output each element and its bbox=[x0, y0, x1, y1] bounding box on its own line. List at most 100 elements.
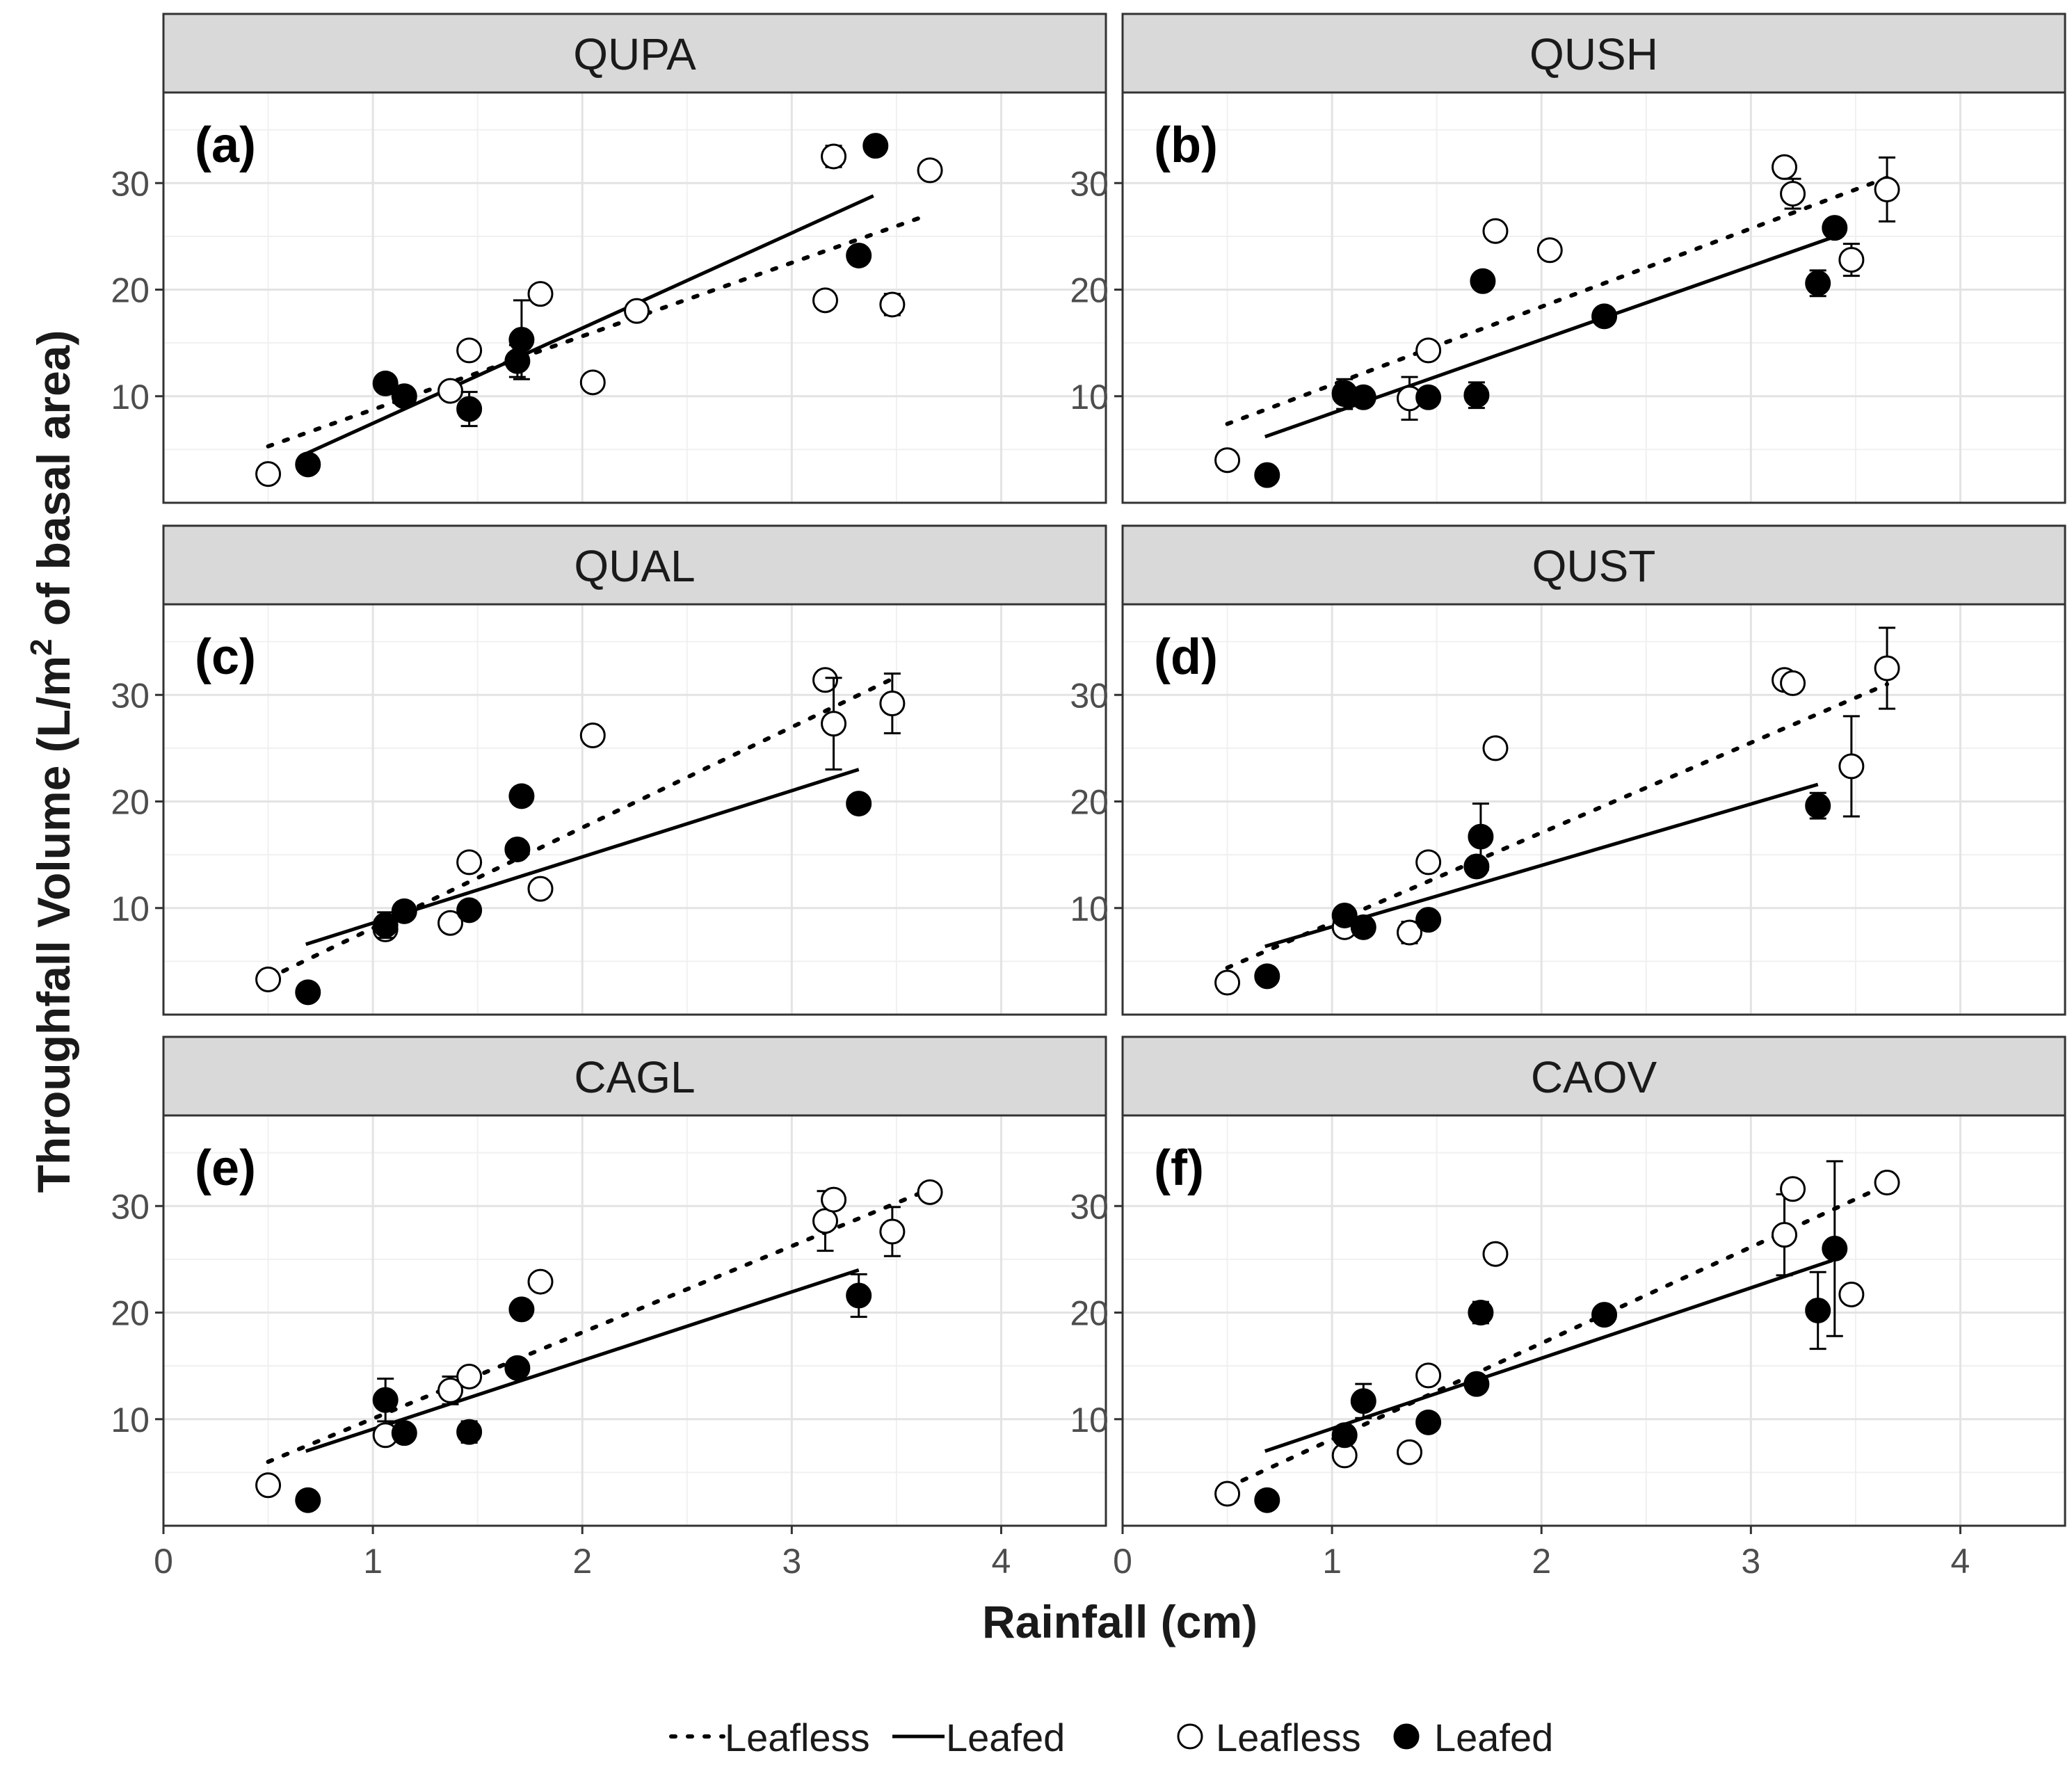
panel-strip bbox=[1121, 1035, 2066, 1117]
point-leafless bbox=[1536, 237, 1563, 264]
y-tick-label: 10 bbox=[111, 1401, 150, 1440]
point-leafless bbox=[255, 966, 282, 992]
panel-border bbox=[1121, 1114, 2066, 1527]
point-leafless bbox=[1482, 218, 1509, 244]
panel-border bbox=[1121, 603, 2066, 1016]
point-leafed bbox=[1463, 1371, 1490, 1397]
point-leafless bbox=[1772, 1222, 1798, 1248]
y-tick-label: 10 bbox=[1070, 1401, 1109, 1440]
panel-border bbox=[1121, 91, 2066, 504]
y-tick-label: 30 bbox=[1070, 164, 1109, 203]
panel-strip-title: QUST bbox=[1532, 541, 1656, 591]
point-leafless bbox=[821, 711, 847, 737]
fit-line-leafless bbox=[266, 213, 931, 449]
panel-plot-area bbox=[163, 1115, 1106, 1526]
y-tick-label: 20 bbox=[111, 783, 150, 822]
point-leafless bbox=[1780, 1176, 1806, 1202]
point-leafless bbox=[1397, 919, 1423, 946]
point-leafed bbox=[1350, 1388, 1376, 1414]
point-leafless bbox=[1214, 447, 1241, 474]
point-leafed bbox=[504, 1355, 531, 1381]
point-leafed bbox=[1415, 1409, 1442, 1435]
point-leafless bbox=[821, 143, 847, 170]
y-tick-label: 20 bbox=[1070, 783, 1109, 822]
point-leafed bbox=[391, 383, 417, 410]
legend: Leafless Leafed Leafless Leafed bbox=[669, 1716, 1553, 1759]
point-leafed bbox=[1254, 462, 1280, 488]
point-leafless bbox=[456, 337, 483, 364]
point-leafed bbox=[846, 791, 872, 817]
point-leafed bbox=[508, 1296, 535, 1323]
point-leafless bbox=[917, 1179, 943, 1205]
point-leafed bbox=[1415, 907, 1442, 933]
point-leafless bbox=[527, 1268, 554, 1295]
point-leafed bbox=[372, 912, 399, 938]
y-tick-label: 20 bbox=[111, 1294, 150, 1333]
point-leafed bbox=[1468, 1300, 1494, 1326]
point-leafless bbox=[879, 1218, 906, 1245]
point-leafed bbox=[295, 1487, 321, 1513]
point-leafless bbox=[456, 1363, 483, 1389]
panel-border bbox=[162, 603, 1107, 1016]
point-leafless bbox=[1874, 655, 1900, 682]
point-leafed bbox=[1468, 823, 1494, 850]
point-leafless bbox=[1838, 1281, 1865, 1307]
panel-plot-area bbox=[163, 604, 1106, 1015]
panel-cagl: CAGL 10 20 30 0 1 2 3 4 (e) bbox=[111, 1035, 1107, 1581]
y-tick-label: 30 bbox=[1070, 1187, 1109, 1226]
y-tick-label: 10 bbox=[1070, 889, 1109, 928]
x-tick-label: 4 bbox=[992, 1542, 1011, 1581]
point-leafed bbox=[1415, 384, 1442, 410]
point-leafed bbox=[1805, 793, 1831, 819]
point-leafed bbox=[1822, 215, 1848, 241]
y-axis-title-superscript: 2 bbox=[24, 638, 58, 655]
panel-plot-area bbox=[163, 92, 1106, 503]
point-leafless bbox=[1838, 753, 1865, 780]
y-tick-label: 10 bbox=[111, 378, 150, 417]
point-leafed bbox=[1254, 963, 1280, 990]
legend-point-leafed-label: Leafed bbox=[1434, 1716, 1553, 1759]
y-axis-title-suffix: of basal area) bbox=[28, 330, 79, 639]
fit-line-leafed bbox=[305, 194, 874, 455]
panel-strip-title: CAGL bbox=[574, 1052, 695, 1102]
y-axis-title: Throughfall Volume (L/m2 of basal area) bbox=[24, 330, 79, 1193]
point-leafless bbox=[812, 287, 839, 314]
point-leafless bbox=[821, 1186, 847, 1213]
point-leafless bbox=[812, 667, 839, 693]
point-leafed bbox=[508, 783, 535, 809]
panel-strip-title: CAOV bbox=[1531, 1052, 1657, 1102]
panel-strip bbox=[1121, 13, 2066, 94]
legend-line-leafless-label: Leafless bbox=[725, 1716, 870, 1759]
panel-letter-label: (c) bbox=[195, 629, 256, 685]
point-leafless bbox=[527, 876, 554, 902]
point-leafless bbox=[1415, 337, 1442, 364]
panel-letter-label: (a) bbox=[195, 118, 256, 173]
fit-line-leafed bbox=[1264, 1259, 1833, 1453]
fit-line-leafless bbox=[266, 677, 894, 981]
point-leafless bbox=[1214, 1481, 1241, 1507]
x-axis-title: Rainfall (cm) bbox=[982, 1596, 1258, 1647]
y-tick-label: 20 bbox=[1070, 1294, 1109, 1333]
panel-qush: QUSH 10 20 30 (b) bbox=[1070, 13, 2066, 504]
legend-line-leafed-label: Leafed bbox=[946, 1716, 1065, 1759]
x-tick-label: 1 bbox=[1322, 1542, 1342, 1581]
point-leafed bbox=[372, 370, 399, 396]
panel-letter-label: (b) bbox=[1154, 118, 1218, 173]
point-leafed bbox=[508, 327, 535, 353]
point-leafless bbox=[527, 281, 554, 307]
legend-point-leafless-key bbox=[1177, 1723, 1203, 1750]
point-leafed bbox=[456, 396, 483, 422]
panel-strip bbox=[162, 524, 1107, 606]
point-leafless bbox=[437, 910, 464, 936]
point-leafed bbox=[1470, 268, 1496, 294]
point-leafed bbox=[456, 1419, 483, 1445]
point-leafed bbox=[391, 1420, 417, 1446]
y-tick-label: 20 bbox=[1070, 271, 1109, 310]
point-leafless bbox=[579, 722, 606, 748]
point-leafless bbox=[1397, 1439, 1423, 1465]
point-leafed bbox=[846, 242, 872, 268]
panel-strip bbox=[162, 1035, 1107, 1117]
point-leafed bbox=[1350, 914, 1376, 940]
point-leafless bbox=[879, 691, 906, 717]
